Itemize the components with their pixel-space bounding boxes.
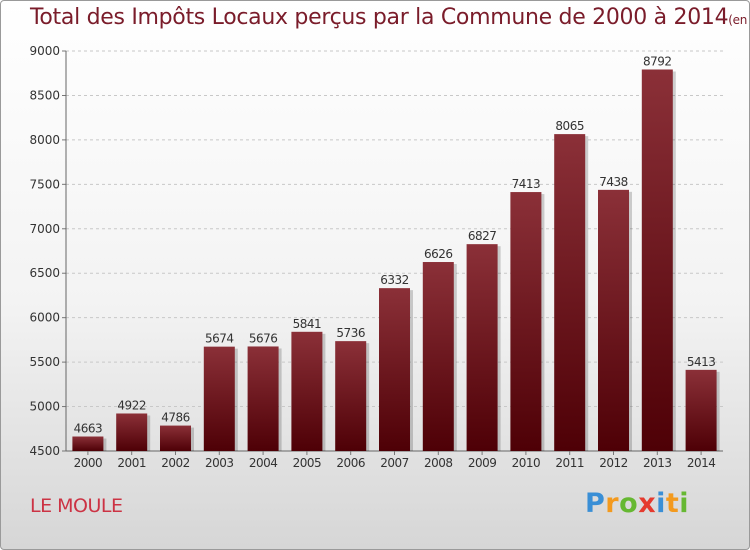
chart-unit: (en milliers d'€) [728, 13, 749, 27]
logo-letter: i [679, 488, 690, 519]
bar-value-label: 5736 [336, 326, 365, 340]
bar-value-label: 4663 [74, 422, 103, 436]
bar-value-label: 5674 [205, 332, 234, 346]
bar-value-label: 4922 [117, 398, 146, 412]
y-tick-label: 6000 [29, 311, 60, 325]
bar [247, 346, 279, 451]
x-tick-label: 2010 [512, 456, 541, 470]
bar-value-label: 8065 [555, 119, 584, 133]
logo-letter: r [605, 488, 620, 519]
bar-value-label: 7413 [512, 177, 541, 191]
bar-value-label: 6827 [468, 229, 497, 243]
bar-value-label: 5413 [687, 355, 716, 369]
x-tick-label: 2009 [468, 456, 497, 470]
y-tick-label: 8000 [29, 133, 60, 147]
x-tick-label: 2008 [424, 456, 453, 470]
y-tick-label: 5500 [29, 355, 60, 369]
logo-letter: o [619, 488, 639, 519]
y-tick-label: 4500 [29, 444, 60, 458]
bar-value-label: 5841 [293, 317, 322, 331]
logo-letter: P [585, 488, 606, 519]
chart-title: Total des Impôts Locaux perçus par la Co… [30, 5, 749, 30]
proxiti-logo: Proxiti [585, 488, 689, 519]
chart-title-text: Total des Impôts Locaux perçus par la Co… [30, 5, 729, 30]
bar-value-label: 5676 [249, 331, 278, 345]
bar-value-label: 6626 [424, 247, 453, 261]
logo-letter: t [665, 488, 680, 519]
bar [291, 331, 323, 451]
y-tick-label: 7500 [29, 177, 60, 191]
x-tick-label: 2013 [643, 456, 672, 470]
bar-value-label: 4786 [161, 411, 190, 425]
commune-name: LE MOULE [30, 495, 123, 517]
x-tick-label: 2005 [293, 456, 322, 470]
y-tick-label: 7000 [29, 222, 60, 236]
y-tick-label: 6500 [29, 266, 60, 280]
bar [685, 369, 717, 451]
y-tick-label: 9000 [29, 44, 60, 58]
bar [641, 69, 673, 451]
bar-value-label: 7438 [599, 175, 628, 189]
y-tick-label: 8500 [29, 88, 60, 102]
bar [160, 425, 191, 451]
logo-letter: i [656, 488, 666, 519]
x-tick-label: 2014 [687, 456, 716, 470]
x-tick-label: 2003 [205, 456, 234, 470]
bar [72, 436, 104, 451]
bar [335, 341, 367, 451]
x-tick-label: 2000 [74, 456, 103, 470]
bar [510, 192, 542, 452]
x-tick-label: 2004 [249, 456, 278, 470]
x-tick-label: 2006 [336, 456, 365, 470]
bar [203, 346, 235, 451]
x-tick-label: 2011 [555, 456, 584, 470]
x-tick-label: 2012 [599, 456, 628, 470]
bar [554, 134, 586, 451]
bar [379, 288, 410, 451]
bar [116, 413, 148, 451]
y-tick-label: 5000 [29, 400, 60, 414]
bar [466, 244, 498, 451]
x-tick-label: 2007 [380, 456, 409, 470]
bar [598, 189, 629, 451]
bar-value-label: 6332 [380, 273, 409, 287]
bar-value-label: 8792 [643, 54, 672, 68]
x-tick-label: 2001 [117, 456, 146, 470]
bar [422, 262, 454, 451]
x-tick-label: 2002 [161, 456, 190, 470]
logo-letter: x [638, 488, 657, 519]
